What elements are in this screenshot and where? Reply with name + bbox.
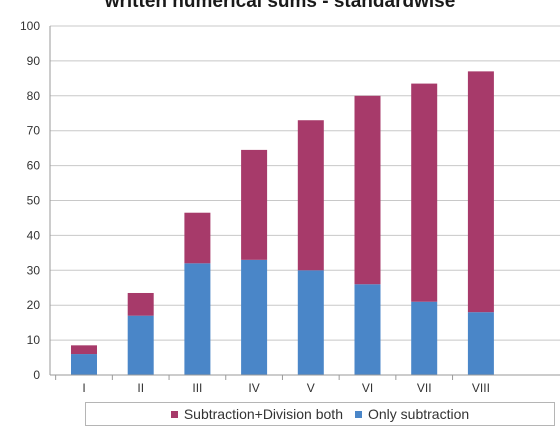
bar-only-subtraction-VII — [411, 301, 438, 375]
y-tick-label-60: 60 — [27, 159, 41, 173]
legend-item-only-subtraction: Only subtraction — [354, 406, 470, 422]
x-tick-label-III: III — [192, 381, 202, 395]
legend-item-subtraction-division: Subtraction+Division both — [170, 406, 343, 422]
bar-subtraction-division-VIII — [467, 71, 494, 313]
y-tick-label-0: 0 — [33, 368, 40, 382]
y-tick-label-80: 80 — [27, 89, 41, 103]
x-tick-label-VII: VII — [417, 381, 432, 395]
bars — [71, 71, 494, 375]
x-tick-label-I: I — [82, 381, 85, 395]
bar-only-subtraction-IV — [241, 259, 268, 375]
bar-subtraction-division-V — [297, 120, 324, 271]
x-tick-label-V: V — [307, 381, 315, 395]
bar-only-subtraction-VI — [354, 284, 381, 375]
bar-subtraction-division-VI — [354, 95, 381, 285]
legend-label-subtraction-division: Subtraction+Division both — [183, 406, 343, 422]
x-tick-label-VIII: VIII — [472, 381, 490, 395]
bar-subtraction-division-I — [71, 345, 97, 355]
bar-only-subtraction-I — [71, 354, 97, 375]
bar-only-subtraction-III — [184, 263, 211, 375]
bar-subtraction-division-III — [184, 212, 211, 264]
y-tick-label-70: 70 — [27, 124, 41, 138]
x-tick-label-II: II — [137, 381, 144, 395]
y-tick-label-50: 50 — [27, 194, 41, 208]
y-tick-label-90: 90 — [27, 54, 41, 68]
bar-subtraction-division-II — [127, 292, 154, 316]
y-tick-label-100: 100 — [20, 19, 40, 33]
bar-only-subtraction-V — [297, 270, 324, 375]
bar-subtraction-division-VII — [411, 83, 438, 302]
y-tick-label-20: 20 — [27, 298, 41, 312]
x-tick-label-VI: VI — [362, 381, 373, 395]
chart-title: written numerical sums - standardwise — [104, 0, 456, 12]
legend-swatch-only-subtraction — [354, 410, 362, 418]
legend-label-only-subtraction: Only subtraction — [367, 406, 470, 422]
bar-only-subtraction-II — [127, 315, 154, 375]
axes — [49, 26, 560, 380]
y-tick-label-40: 40 — [27, 228, 41, 242]
y-tick-label-10: 10 — [27, 333, 41, 347]
bar-subtraction-division-IV — [241, 149, 268, 260]
y-tick-label-30: 30 — [27, 263, 41, 277]
bar-only-subtraction-VIII — [467, 312, 494, 375]
legend: Subtraction+Division both Only subtracti… — [85, 402, 555, 426]
x-tick-label-IV: IV — [248, 381, 259, 395]
legend-swatch-subtraction-division — [170, 410, 178, 418]
